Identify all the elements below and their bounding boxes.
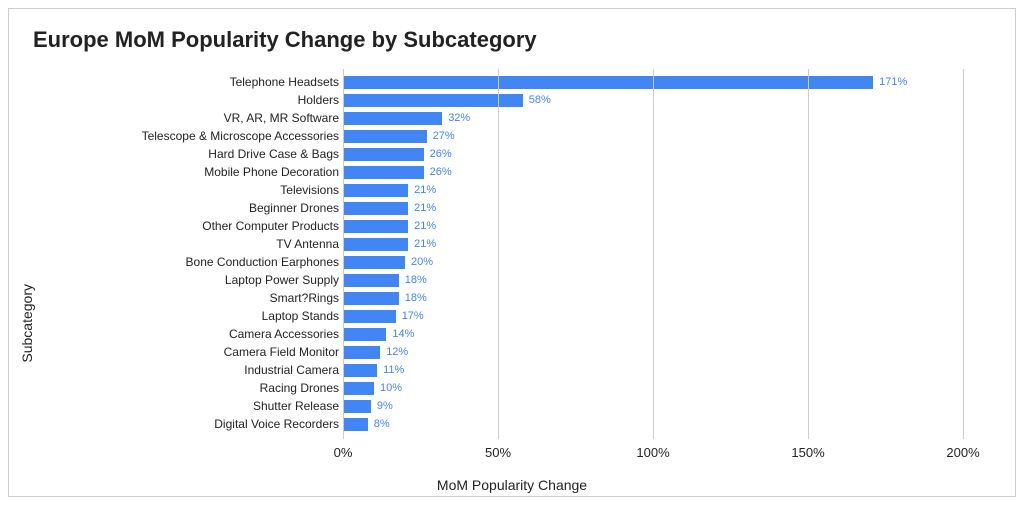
gridline [963,69,964,439]
bar: 17% [343,310,396,323]
x-tick-label: 50% [485,445,511,460]
bar-value-label: 26% [430,148,452,160]
category-label: Televisions [280,183,339,197]
category-label: Laptop Stands [262,309,339,323]
category-label: Mobile Phone Decoration [204,165,339,179]
bar: 21% [343,202,408,215]
bar: 20% [343,256,405,269]
gridline [343,69,344,439]
category-label: Camera Accessories [229,327,339,341]
plot-area: Telephone Headsets171%Holders58%VR, AR, … [343,69,963,439]
bar: 26% [343,148,424,161]
bar-value-label: 10% [380,382,402,394]
category-label: Holders [298,93,339,107]
bar-value-label: 11% [383,364,404,376]
bar: 58% [343,94,523,107]
x-tick-label: 100% [636,445,669,460]
x-tick-label: 150% [791,445,824,460]
bar: 26% [343,166,424,179]
bar-value-label: 12% [386,346,408,358]
gridline [808,69,809,439]
category-label: Digital Voice Recorders [214,417,339,431]
bar-value-label: 17% [402,310,424,322]
bar: 14% [343,328,386,341]
category-label: Laptop Power Supply [225,273,339,287]
category-label: Beginner Drones [249,201,339,215]
bar-value-label: 26% [430,166,452,178]
x-tick-label: 0% [334,445,353,460]
x-axis-label: MoM Popularity Change [437,477,587,493]
bar: 11% [343,364,377,377]
category-label: Bone Conduction Earphones [186,255,339,269]
bar: 18% [343,292,399,305]
category-label: Other Computer Products [202,219,339,233]
plot-wrap: Subcategory Telephone Headsets171%Holder… [33,61,991,491]
chart-title: Europe MoM Popularity Change by Subcateg… [33,27,991,53]
category-label: TV Antenna [276,237,339,251]
bar: 21% [343,184,408,197]
bar-value-label: 27% [433,130,455,142]
bar-value-label: 21% [414,220,436,232]
bar: 27% [343,130,427,143]
category-label: Hard Drive Case & Bags [208,147,339,161]
bar-value-label: 20% [411,256,433,268]
bar-value-label: 21% [414,184,436,196]
bar-value-label: 18% [405,292,427,304]
x-tick-label: 200% [946,445,979,460]
bar: 32% [343,112,442,125]
chart-container: Europe MoM Popularity Change by Subcateg… [8,8,1016,497]
bar: 21% [343,220,408,233]
bar-value-label: 171% [879,76,907,88]
category-label: Shutter Release [253,399,339,413]
bar-value-label: 18% [405,274,427,286]
bar-value-label: 32% [448,112,470,124]
bar: 171% [343,76,873,89]
bar-value-label: 21% [414,202,436,214]
category-label: Racing Drones [260,381,339,395]
bar-value-label: 58% [529,94,551,106]
bar: 10% [343,382,374,395]
category-label: Telescope & Microscope Accessories [142,129,339,143]
bar: 18% [343,274,399,287]
category-label: Industrial Camera [244,363,339,377]
bar-value-label: 8% [374,418,390,430]
bar-value-label: 21% [414,238,436,250]
bar: 21% [343,238,408,251]
bar: 12% [343,346,380,359]
category-label: VR, AR, MR Software [224,111,339,125]
bar: 8% [343,418,368,431]
category-label: Smart?Rings [270,291,339,305]
category-label: Camera Field Monitor [224,345,339,359]
bar: 9% [343,400,371,413]
bar-value-label: 14% [392,328,414,340]
category-label: Telephone Headsets [230,75,339,89]
gridline [653,69,654,439]
gridline [498,69,499,439]
bar-value-label: 9% [377,400,393,412]
y-axis-label: Subcategory [19,284,35,363]
